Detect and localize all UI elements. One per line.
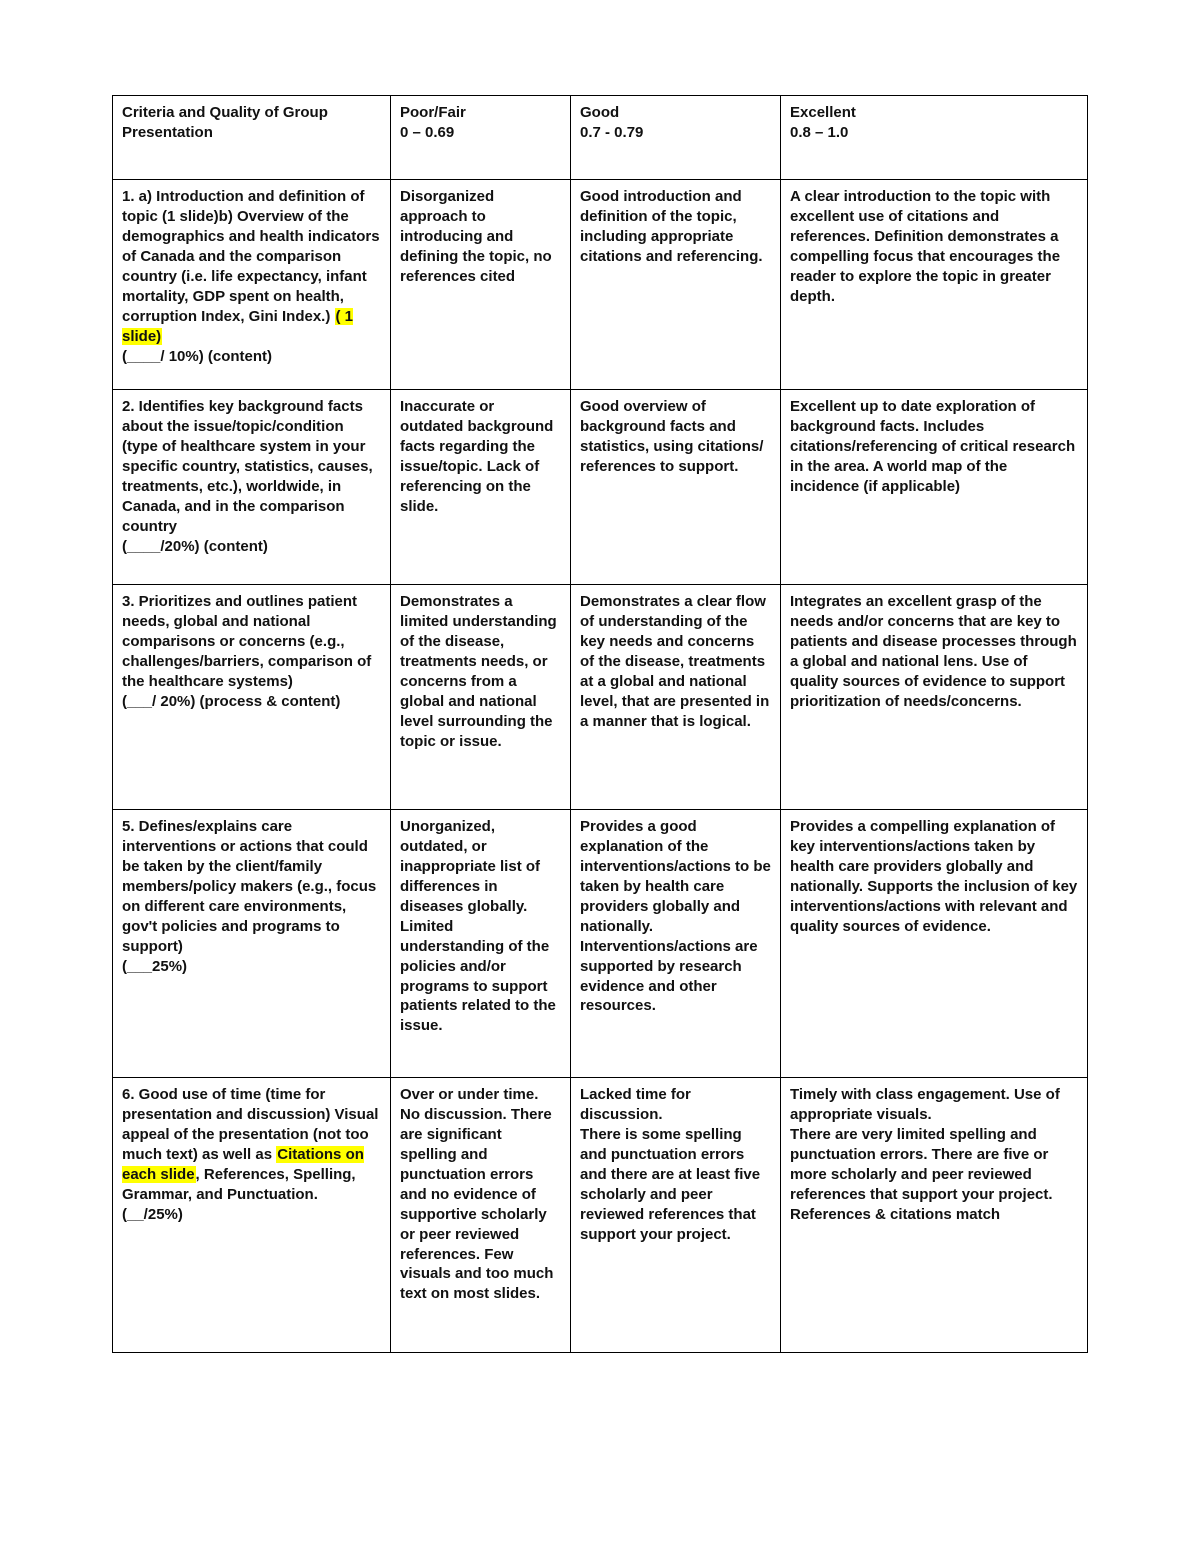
highlighted-text: ( 1 slide)	[122, 308, 353, 345]
rubric-row: 5. Defines/explains care interventions o…	[113, 810, 1088, 1078]
page: Criteria and Quality of GroupPresentatio…	[0, 0, 1200, 1553]
rubric-row: 3. Prioritizes and outlines patient need…	[113, 585, 1088, 810]
criteria-cell: 1. a) Introduction and definition of top…	[113, 180, 391, 390]
good-cell: Good introduction and definition of the …	[571, 180, 781, 390]
good-cell: Demonstrates a clear flow of understandi…	[571, 585, 781, 810]
header-criteria: Criteria and Quality of GroupPresentatio…	[113, 96, 391, 180]
poor-cell: Inaccurate or outdated background facts …	[391, 390, 571, 585]
excellent-cell: A clear introduction to the topic with e…	[781, 180, 1088, 390]
excellent-cell: Excellent up to date exploration of back…	[781, 390, 1088, 585]
header-row: Criteria and Quality of GroupPresentatio…	[113, 96, 1088, 180]
rubric-row: 1. a) Introduction and definition of top…	[113, 180, 1088, 390]
criteria-cell: 3. Prioritizes and outlines patient need…	[113, 585, 391, 810]
good-cell: Lacked time for discussion.There is some…	[571, 1078, 781, 1353]
excellent-cell: Integrates an excellent grasp of the nee…	[781, 585, 1088, 810]
poor-cell: Unorganized, outdated, or inappropriate …	[391, 810, 571, 1078]
poor-cell: Disorganized approach to introducing and…	[391, 180, 571, 390]
criteria-cell: 5. Defines/explains care interventions o…	[113, 810, 391, 1078]
rubric-row: 2. Identifies key background facts about…	[113, 390, 1088, 585]
criteria-cell: 2. Identifies key background facts about…	[113, 390, 391, 585]
excellent-cell: Provides a compelling explanation of key…	[781, 810, 1088, 1078]
good-cell: Provides a good explanation of the inter…	[571, 810, 781, 1078]
poor-cell: Demonstrates a limited understanding of …	[391, 585, 571, 810]
header-poor: Poor/Fair0 – 0.69	[391, 96, 571, 180]
rubric-row: 6. Good use of time (time for presentati…	[113, 1078, 1088, 1353]
rubric-table: Criteria and Quality of GroupPresentatio…	[112, 95, 1088, 1353]
excellent-cell: Timely with class engagement. Use of app…	[781, 1078, 1088, 1353]
header-excellent: Excellent0.8 – 1.0	[781, 96, 1088, 180]
good-cell: Good overview of background facts and st…	[571, 390, 781, 585]
header-good: Good0.7 - 0.79	[571, 96, 781, 180]
poor-cell: Over or under time. No discussion. There…	[391, 1078, 571, 1353]
criteria-cell: 6. Good use of time (time for presentati…	[113, 1078, 391, 1353]
highlighted-text: Citations on each slide	[122, 1146, 364, 1183]
